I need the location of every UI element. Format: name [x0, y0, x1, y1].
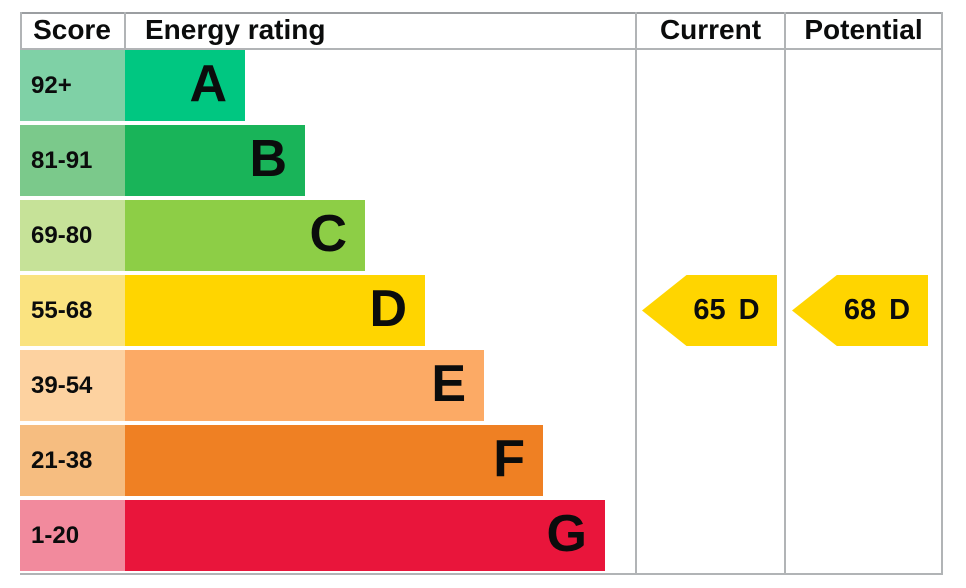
band-letter: D — [369, 280, 407, 338]
band-row-a: 92+ A — [20, 50, 943, 121]
band-bar: D — [125, 275, 425, 346]
band-letter: F — [493, 430, 525, 488]
band-bar: G — [125, 500, 605, 571]
table-right-border — [941, 12, 943, 573]
band-score-range: 55-68 — [20, 275, 125, 346]
current-column-header: Current — [659, 14, 762, 45]
score-column-header: Score — [33, 14, 111, 45]
band-row-c: 69-80 C — [20, 200, 943, 271]
energy-rating-column-header: Energy rating — [145, 14, 326, 45]
table-bottom-border — [20, 573, 943, 575]
band-letter: G — [546, 505, 587, 563]
band-bar: F — [125, 425, 543, 496]
header-left-border — [20, 12, 22, 48]
band-row-b: 81-91 B — [20, 125, 943, 196]
band-row-e: 39-54 E — [20, 350, 943, 421]
band-row-g: 1-20 G — [20, 500, 943, 571]
band-score-range: 81-91 — [20, 125, 125, 196]
band-score-range: 39-54 — [20, 350, 125, 421]
band-letter: A — [189, 55, 227, 113]
potential-column-divider — [784, 12, 786, 573]
potential-rating-score: 68 — [843, 294, 877, 326]
score-column-divider — [124, 12, 126, 48]
band-score-range: 92+ — [20, 50, 125, 121]
band-bar: A — [125, 50, 245, 121]
band-row-d: 55-68 D — [20, 275, 943, 346]
current-rating-band: D — [738, 294, 760, 326]
band-bar: C — [125, 200, 365, 271]
current-rating-score: 65 — [693, 294, 726, 326]
potential-column-header: Potential — [804, 14, 923, 45]
table-top-border — [20, 12, 943, 14]
band-score-range: 21-38 — [20, 425, 125, 496]
band-score-range: 69-80 — [20, 200, 125, 271]
band-letter: C — [309, 205, 347, 263]
band-score-range: 1-20 — [20, 500, 125, 571]
potential-rating-band: D — [889, 294, 911, 326]
band-letter: E — [431, 355, 466, 413]
band-bar: B — [125, 125, 305, 196]
current-column-divider — [635, 12, 637, 573]
band-row-f: 21-38 F — [20, 425, 943, 496]
band-bar: E — [125, 350, 484, 421]
header-bottom-border — [20, 48, 943, 50]
band-letter: B — [249, 130, 287, 188]
